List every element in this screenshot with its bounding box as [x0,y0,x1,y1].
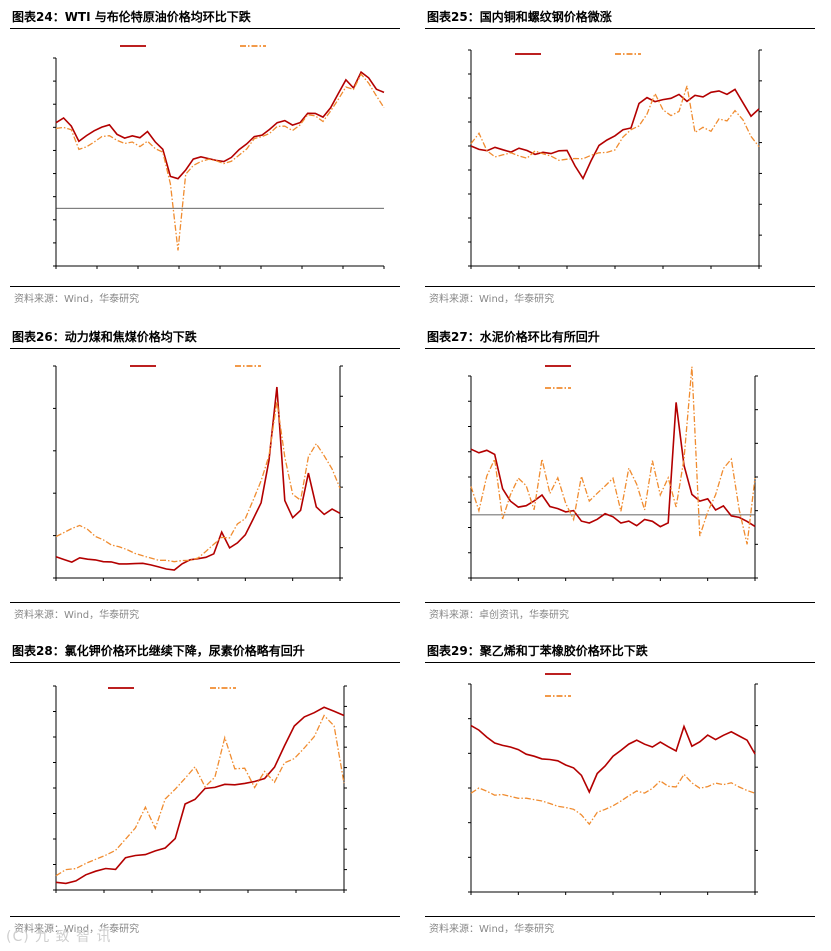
source-rule [425,602,815,603]
chart-25 [468,49,762,269]
chart-title: 图表25：国内铜和螺纹钢价格微涨 [427,10,612,24]
title-rule [10,662,400,663]
chart-24 [53,45,385,269]
source-rule [10,916,400,917]
chart-title: 图表29：聚乙烯和丁苯橡胶价格环比下跌 [427,644,648,658]
series-line-0 [55,706,345,885]
source-rule [10,286,400,287]
source-note: 资料来源：Wind，华泰研究 [429,294,555,305]
series-line-1 [55,73,385,251]
chart-28 [53,685,347,893]
chart-title: 图表24：WTI 与布伦特原油价格均环比下跌 [12,10,251,24]
chart-panel-24: 图表24：WTI 与布伦特原油价格均环比下跌 资料来源：Wind，华泰研究 [10,2,400,305]
title-rule [425,348,815,349]
chart-panel-29: 图表29：聚乙烯和丁苯橡胶价格环比下跌 资料来源：Wind，华泰研究 [425,636,815,936]
chart-panel-26: 图表26：动力煤和焦煤价格均下跌 资料来源：Wind，华泰研究 [10,322,400,622]
series-line-0 [55,386,341,571]
watermark: (C) 九 致 智 讯 [6,929,112,945]
chart-26 [53,365,343,581]
chart-panel-27: 图表27：水泥价格环比有所回升 资料来源：卓创资讯，华泰研究 [425,322,815,622]
chart-panel-28: 图表28：氯化钾价格环比继续下降，尿素价格略有回升 资料来源：Wind，华泰研究 [10,636,400,936]
title-rule [425,662,815,663]
source-note: 资料来源：卓创资讯，华泰研究 [429,610,569,621]
chart-panel-25: 图表25：国内铜和螺纹钢价格微涨 资料来源：Wind，华泰研究 [425,2,815,305]
series-line-1 [470,773,756,826]
title-rule [425,28,815,29]
chart-27 [468,365,758,581]
source-rule [10,602,400,603]
chart-title: 图表28：氯化钾价格环比继续下降，尿素价格略有回升 [12,644,305,658]
series-line-0 [470,88,760,181]
source-rule [425,286,815,287]
source-rule [425,916,815,917]
series-line-1 [470,366,756,545]
series-line-0 [470,724,756,794]
chart-title: 图表27：水泥价格环比有所回升 [427,330,600,344]
source-note: 资料来源：Wind，华泰研究 [14,610,140,621]
title-rule [10,28,400,29]
source-note: 资料来源：Wind，华泰研究 [14,294,140,305]
series-line-1 [55,401,341,563]
series-line-1 [55,714,345,877]
chart-29 [468,673,758,895]
series-line-0 [470,402,756,528]
chart-title: 图表26：动力煤和焦煤价格均下跌 [12,330,197,344]
source-note: 资料来源：Wind，华泰研究 [14,924,140,935]
series-line-1 [470,85,760,161]
series-line-0 [55,70,385,180]
source-note: 资料来源：Wind，华泰研究 [429,924,555,935]
title-rule [10,348,400,349]
